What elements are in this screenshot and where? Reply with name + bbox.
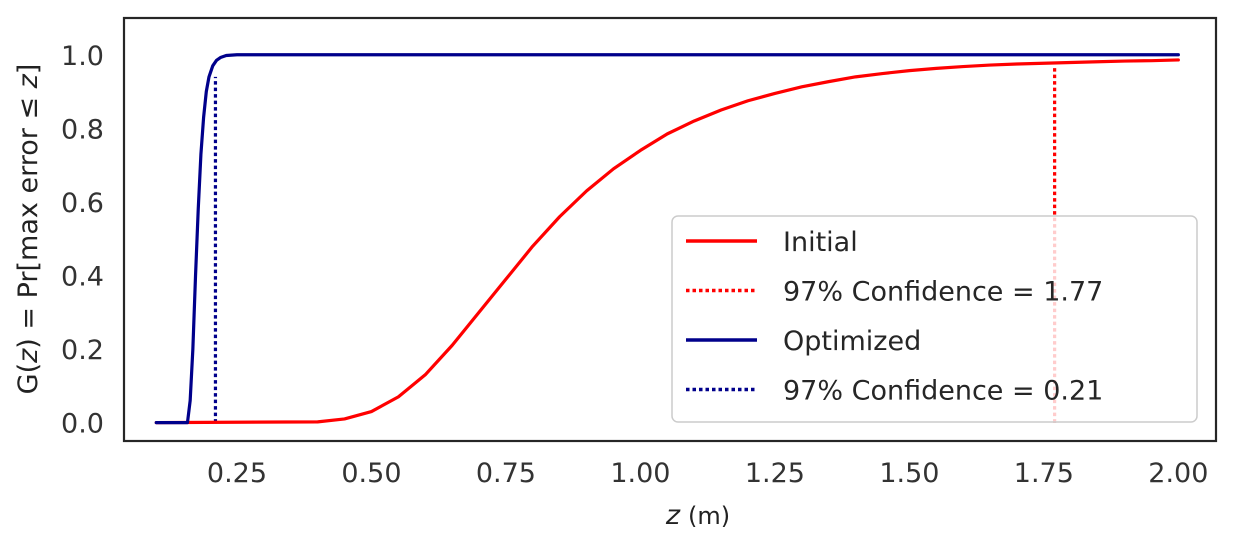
legend-frame [671, 215, 1198, 423]
legend-label: 97% Confidence = 1.77 [783, 277, 1103, 308]
y-tick-label: 0.8 [61, 114, 104, 145]
x-tick-label: 0.50 [341, 458, 401, 489]
legend-label: Initial [783, 227, 858, 258]
x-tick-label: 0.25 [207, 458, 267, 489]
x-tick-label: 1.25 [745, 458, 805, 489]
y-tick-label: 0.6 [61, 188, 104, 219]
x-axis-label-var: z [665, 500, 681, 531]
y-tick-label: 0.0 [61, 409, 104, 440]
plot-frame [122, 16, 1218, 443]
x-axis-label: z (m) [665, 500, 730, 531]
legend: Initial 97% Confidence = 1.77 Optimized 97%… [671, 215, 1198, 423]
series-line-optimized [154, 53, 1180, 425]
x-ticks: 0.25 0.50 0.75 1.00 1.25 1.50 1.75 2.00 [207, 458, 1209, 489]
y-tick-label: 1.0 [61, 41, 104, 72]
y-axis-label-z2: z [13, 73, 44, 89]
y-ticks: 0.0 0.2 0.4 0.6 0.8 1.0 [61, 41, 104, 440]
y-tick-label: 0.2 [61, 335, 104, 366]
legend-label: 97% Confidence = 0.21 [783, 376, 1103, 407]
x-tick-label: 1.75 [1014, 458, 1074, 489]
y-axis-label-z1: z [13, 348, 44, 364]
x-tick-label: 1.00 [610, 458, 670, 489]
series-line-initial [154, 58, 1180, 425]
y-axis-label-g: G( [13, 363, 44, 394]
y-axis-label-end: ] [13, 64, 44, 75]
x-axis-label-unit: (m) [688, 502, 730, 530]
x-tick-label: 0.75 [476, 458, 536, 489]
legend-label: Optimized [783, 326, 921, 357]
x-tick-label: 2.00 [1148, 458, 1208, 489]
y-tick-label: 0.4 [61, 261, 104, 292]
x-tick-label: 1.50 [879, 458, 939, 489]
y-axis-label: G(z) = Pr[max error ≤ z] [13, 64, 44, 395]
y-axis-label-mid: ) = Pr[max error ≤ [13, 88, 44, 348]
